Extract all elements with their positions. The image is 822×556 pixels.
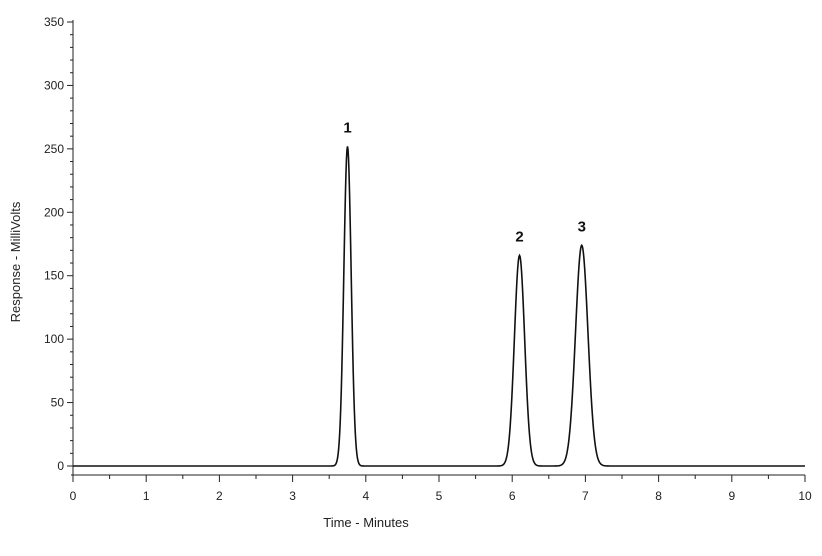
peak-labels: 1 2 3 (343, 119, 586, 245)
y-tick-label: 250 (44, 142, 64, 156)
y-tick-label: 100 (44, 332, 64, 346)
chromatogram-trace (73, 146, 805, 467)
y-axis-title: Response - MilliVolts (8, 201, 23, 322)
y-tick-label: 150 (44, 269, 64, 283)
y-tick-label: 300 (44, 78, 64, 92)
x-tick-label: 9 (728, 489, 735, 503)
x-tick-label: 10 (798, 489, 812, 503)
y-axis: 0 50 100 150 200 250 300 350 (44, 15, 74, 476)
peak-label-1: 1 (343, 119, 351, 136)
y-tick-label: 50 (51, 396, 65, 410)
x-tick-label: 1 (143, 489, 150, 503)
y-tick-label: 0 (57, 459, 64, 473)
x-axis: 0 1 2 3 4 5 6 7 8 9 10 (70, 474, 812, 503)
peak-label-2: 2 (515, 228, 523, 245)
x-tick-label: 4 (362, 489, 369, 503)
x-tick-label: 8 (655, 489, 662, 503)
x-tick-label: 5 (436, 489, 443, 503)
x-tick-label: 7 (582, 489, 589, 503)
peak-label-3: 3 (578, 218, 586, 235)
y-tick-label: 200 (44, 205, 64, 219)
x-tick-label: 2 (216, 489, 223, 503)
x-axis-title: Time - Minutes (323, 515, 409, 530)
x-tick-label: 0 (70, 489, 77, 503)
y-tick-label: 350 (44, 15, 64, 29)
x-tick-label: 3 (289, 489, 296, 503)
x-tick-label: 6 (509, 489, 516, 503)
